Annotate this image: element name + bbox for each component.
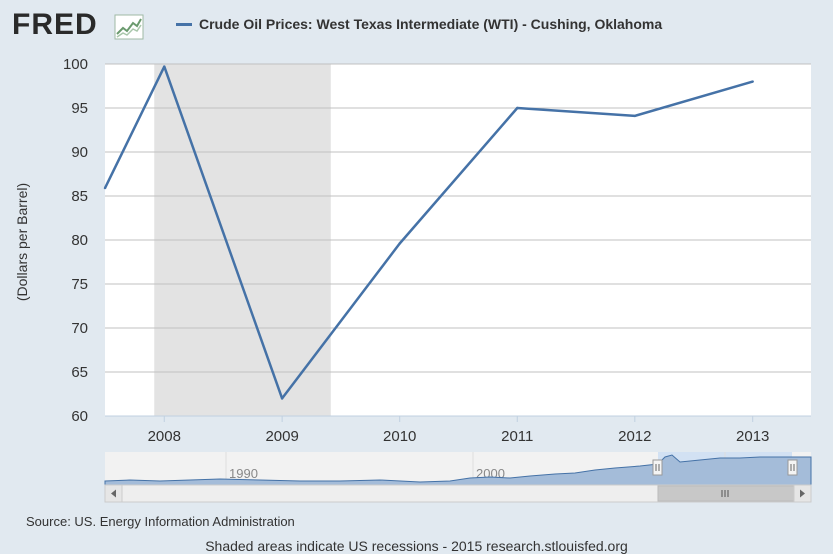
data-point [516, 106, 519, 110]
legend-series-label: Crude Oil Prices: West Texas Intermediat… [199, 16, 663, 32]
y-tick-label: 95 [71, 100, 88, 117]
navigator-handle-left[interactable] [652, 459, 663, 476]
chart-legend[interactable]: Crude Oil Prices: West Texas Intermediat… [176, 16, 662, 32]
scrollbar-thumb[interactable] [657, 485, 795, 502]
y-tick-label: 85 [71, 188, 88, 205]
y-axis-label: (Dollars per Barrel) [14, 183, 30, 301]
fred-logo[interactable]: FRED [12, 8, 144, 42]
x-tick-label: 2012 [618, 428, 651, 445]
source-note: Source: US. Energy Information Administr… [26, 514, 295, 529]
x-tick-label: 2009 [265, 428, 298, 445]
grip-icon [721, 490, 729, 497]
x-tick-label: 2008 [148, 428, 181, 445]
x-tick-label: 2010 [383, 428, 416, 445]
y-tick-label: 100 [63, 56, 88, 73]
navigator-series-area [104, 454, 812, 486]
logo-text: FRED [12, 8, 98, 41]
arrow-left-icon [111, 489, 116, 498]
y-tick-label: 60 [71, 408, 88, 425]
y-tick-label: 65 [71, 364, 88, 381]
x-tick-label: 2013 [736, 428, 769, 445]
data-point [751, 80, 754, 83]
arrow-right-icon [800, 489, 805, 498]
y-tick-label: 80 [71, 232, 88, 249]
y-tick-label: 70 [71, 320, 88, 337]
data-point [163, 65, 166, 68]
chart-header: FRED Crude Oil Prices: West Texas Interm… [0, 0, 833, 52]
navigator-tick-label: 1990 [229, 466, 258, 481]
scrollbar[interactable] [104, 484, 812, 503]
legend-swatch [176, 22, 192, 26]
navigator-handle-right[interactable] [787, 459, 798, 476]
y-tick-label: 75 [71, 276, 88, 293]
y-tick-label: 90 [71, 144, 88, 161]
x-tick-label: 2011 [501, 428, 533, 445]
data-point [103, 186, 107, 190]
chart-line-icon [114, 14, 144, 40]
navigator[interactable]: 199020002010 [104, 452, 812, 486]
data-point [398, 242, 401, 245]
data-point [633, 114, 637, 118]
recession-note: Shaded areas indicate US recessions - 20… [205, 538, 628, 554]
data-point [280, 397, 284, 400]
